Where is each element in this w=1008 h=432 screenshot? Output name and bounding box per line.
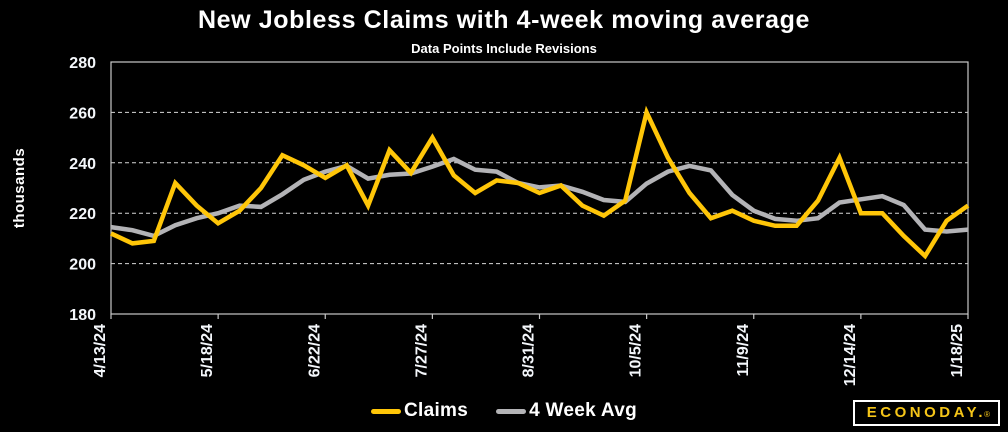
- y-tick-label: 240: [69, 156, 96, 173]
- x-tick-label: 5/18/24: [199, 324, 216, 377]
- x-tick-label: 11/9/24: [735, 324, 752, 377]
- series-line-claims: [110, 105, 970, 260]
- econoday-logo: ECONODAY. ®: [852, 400, 1000, 426]
- x-tick-label: 4/13/24: [92, 324, 109, 377]
- legend-item-4-week-avg: 4 Week Avg: [496, 400, 637, 422]
- x-tick-label: 12/14/24: [842, 324, 859, 386]
- registered-trademark-icon: ®: [984, 410, 990, 419]
- x-tick-label: 10/5/24: [628, 324, 645, 377]
- x-tick-label: 6/22/24: [306, 324, 323, 377]
- x-tick-label: 7/27/24: [413, 324, 430, 377]
- legend-label-claims: Claims: [403, 400, 469, 421]
- legend-item-claims: Claims: [370, 400, 469, 422]
- chart-title: New Jobless Claims with 4-week moving av…: [198, 6, 810, 34]
- y-tick-label: 200: [69, 257, 96, 274]
- y-tick-label: 280: [69, 55, 96, 72]
- y-tick-label: 180: [69, 307, 96, 324]
- y-axis-title: thousands: [11, 148, 28, 228]
- legend-label-4-week-avg: 4 Week Avg: [529, 400, 637, 421]
- econoday-logo-text: ECONODAY.: [866, 404, 987, 421]
- x-tick-label: 1/18/25: [949, 324, 966, 377]
- claims-line-swatch: [370, 408, 401, 414]
- series-line-4-week-avg: [110, 156, 969, 239]
- average-line-swatch: [496, 408, 527, 414]
- x-tick-label: 8/31/24: [521, 324, 538, 377]
- y-tick-label: 260: [69, 105, 96, 122]
- y-tick-label: 220: [69, 206, 96, 223]
- chart-legend: Claims 4 Week Avg: [0, 398, 1008, 424]
- chart-subtitle: Data Points Include Revisions: [411, 41, 597, 56]
